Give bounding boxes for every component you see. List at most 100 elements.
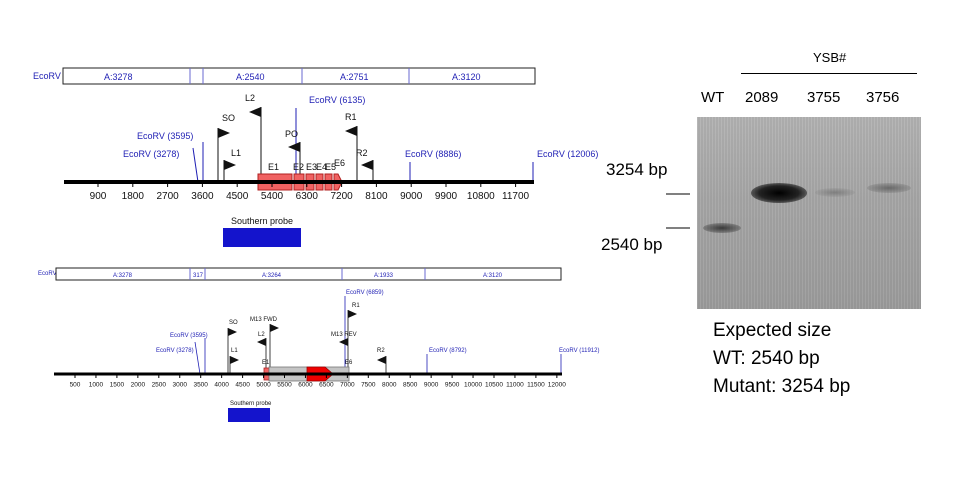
top-enzyme-label: EcoRV <box>33 71 61 81</box>
top-segment-box <box>62 67 536 85</box>
top-site-12006: EcoRV (12006) <box>537 149 598 159</box>
tick-label: 9500 <box>445 382 460 389</box>
marker-label-3254: 3254 bp <box>606 160 668 179</box>
bottom-primer-SO: SO <box>227 320 238 374</box>
tick-label: 3500 <box>193 382 208 389</box>
svg-text:EcoRV (11912): EcoRV (11912) <box>559 348 599 354</box>
bottom-southern-probe <box>228 408 270 422</box>
top-segment-4: A:3120 <box>452 72 481 82</box>
svg-text:E2: E2 <box>293 162 304 172</box>
lane-label-wt: WT <box>701 89 725 106</box>
top-primer-R2: R2 <box>356 148 374 182</box>
lane-label-3755: 3755 <box>807 89 841 106</box>
tick-label: 5500 <box>277 382 292 389</box>
top-ticks: 900 1800 2700 3600 4500 5400 6300 7200 8100 9000 9… <box>90 184 530 202</box>
band-2089 <box>751 183 807 203</box>
tick-label: 5400 <box>261 191 284 202</box>
svg-text:R1: R1 <box>345 112 357 122</box>
svg-text:R2: R2 <box>377 348 385 354</box>
expected-mutant: Mutant: 3254 bp <box>713 376 851 397</box>
tick-label: 900 <box>90 191 107 202</box>
tick-label: 8100 <box>365 191 388 202</box>
tick-label: 10500 <box>485 382 503 389</box>
tick-label: 2500 <box>152 382 167 389</box>
tick-label: 6000 <box>298 382 313 389</box>
svg-text:317: 317 <box>193 273 204 279</box>
tick-label: 2000 <box>131 382 146 389</box>
tick-label: 4500 <box>226 191 249 202</box>
tick-label: 4500 <box>235 382 250 389</box>
bottom-segment-box <box>55 267 562 281</box>
marker-label-2540: 2540 bp <box>601 235 663 254</box>
expected-heading: Expected size <box>713 320 832 341</box>
svg-text:E6: E6 <box>345 360 353 366</box>
tick-label: 2700 <box>156 191 179 202</box>
tick-label: 5000 <box>256 382 271 389</box>
svg-text:E5: E5 <box>325 162 336 172</box>
tick-label: 3000 <box>173 382 188 389</box>
lane-label-3756: 3756 <box>866 89 900 106</box>
bottom-map: EcoRV A:3278 317 A:3264 A:1933 A:3120 Ec… <box>38 267 599 422</box>
top-southern-probe <box>223 228 301 247</box>
bottom-primer-M13FWD: M13 FWD <box>250 317 279 374</box>
tick-label: 12000 <box>548 382 566 389</box>
bottom-primer-R2: R2 <box>377 348 387 374</box>
svg-text:L2: L2 <box>245 93 255 103</box>
tick-label: 6500 <box>319 382 334 389</box>
bottom-primer-L1: L1 <box>229 348 239 374</box>
tick-label: 10800 <box>467 191 495 202</box>
tick-label: 7200 <box>330 191 353 202</box>
top-site-3595: EcoRV (3595) <box>137 131 193 141</box>
svg-text:L2: L2 <box>258 332 265 338</box>
tick-label: 3600 <box>191 191 214 202</box>
svg-text:EcoRV (3278): EcoRV (3278) <box>156 348 194 354</box>
tick-label: 9900 <box>435 191 458 202</box>
bottom-enzyme-label: EcoRV <box>38 271 57 277</box>
band-3755 <box>815 188 855 197</box>
top-primer-R1: R1 <box>345 112 358 182</box>
svg-text:PO: PO <box>285 129 298 139</box>
top-primer-L2: L2 <box>245 93 262 182</box>
svg-text:R1: R1 <box>352 303 360 309</box>
svg-text:A:1933: A:1933 <box>374 273 394 279</box>
tick-label: 1000 <box>89 382 104 389</box>
bottom-ticks: 500 1000 1500 2000 2500 3000 3500 4000 4500 5000 5… <box>70 375 566 389</box>
tick-label: 11700 <box>502 191 530 202</box>
svg-text:E6: E6 <box>334 158 345 168</box>
tick-label: 500 <box>70 382 81 389</box>
tick-label: 10000 <box>464 382 482 389</box>
tick-label: 4000 <box>214 382 229 389</box>
gel-title-rule <box>741 73 917 74</box>
bottom-primer-R1: R1 <box>347 303 360 338</box>
band-wt <box>703 223 741 233</box>
expected-wt: WT: 2540 bp <box>713 348 820 369</box>
svg-text:A:3278: A:3278 <box>113 273 133 279</box>
top-segment-3: A:2751 <box>340 72 369 82</box>
svg-text:E4: E4 <box>316 162 327 172</box>
svg-text:EcoRV (6859): EcoRV (6859) <box>346 290 384 296</box>
bottom-probe-label: Southern probe <box>230 401 272 407</box>
svg-text:M13 REV: M13 REV <box>331 332 357 338</box>
svg-text:A:3120: A:3120 <box>483 273 503 279</box>
tick-label: 11000 <box>506 382 524 389</box>
tick-label: 9000 <box>424 382 439 389</box>
tick-label: 8500 <box>403 382 418 389</box>
svg-text:E1: E1 <box>268 162 279 172</box>
tick-label: 6300 <box>296 191 319 202</box>
top-map: EcoRV A:3278 A:2540 A:2751 A:3120 EcoRV … <box>33 67 598 247</box>
top-segment-1: A:3278 <box>104 72 133 82</box>
svg-text:EcoRV (8792): EcoRV (8792) <box>429 348 467 354</box>
tick-label: 9000 <box>400 191 423 202</box>
svg-text:SO: SO <box>222 113 235 123</box>
gel-title: YSB# <box>813 50 847 65</box>
svg-text:A:3264: A:3264 <box>262 273 282 279</box>
top-probe-label: Southern probe <box>231 216 293 226</box>
gel-image <box>697 117 921 309</box>
restriction-maps: EcoRV A:3278 A:2540 A:2751 A:3120 EcoRV … <box>33 67 690 422</box>
svg-text:R2: R2 <box>356 148 368 158</box>
svg-text:E1: E1 <box>262 360 270 366</box>
tick-label: 8000 <box>382 382 397 389</box>
svg-text:SO: SO <box>229 320 238 326</box>
tick-label: 11500 <box>527 382 545 389</box>
